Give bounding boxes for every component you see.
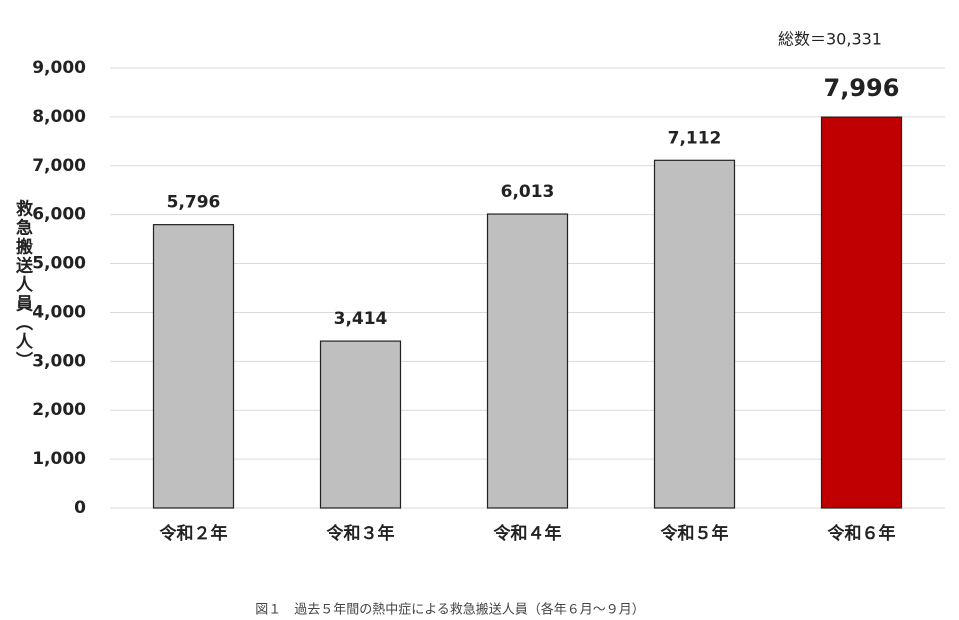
y-tick-label: 7,000 bbox=[32, 156, 86, 176]
y-tick-label: 0 bbox=[74, 498, 86, 518]
bar bbox=[820, 116, 903, 509]
value-label: 3,414 bbox=[334, 309, 388, 329]
value-label: 7,112 bbox=[668, 128, 722, 148]
y-tick-label: 2,000 bbox=[32, 400, 86, 420]
y-axis-title: 救急搬送人員（人） bbox=[12, 198, 34, 370]
value-label: 6,013 bbox=[501, 182, 555, 202]
y-tick-label: 1,000 bbox=[32, 449, 86, 469]
bar bbox=[653, 159, 736, 509]
x-tick-label: 令和２年 bbox=[160, 523, 228, 544]
x-tick-label: 令和６年 bbox=[828, 523, 896, 544]
caption: 図１ 過去５年間の熱中症による救急搬送人員（各年６月～９月） bbox=[255, 602, 645, 618]
y-tick-label: 6,000 bbox=[32, 205, 86, 225]
total-annotation: 総数＝30,331 bbox=[778, 30, 882, 49]
x-tick-label: 令和５年 bbox=[661, 523, 729, 544]
y-tick-label: 9,000 bbox=[32, 58, 86, 78]
value-label: 7,996 bbox=[824, 74, 900, 102]
y-tick-label: 4,000 bbox=[32, 302, 86, 322]
y-tick-label: 8,000 bbox=[32, 107, 86, 127]
y-tick-label: 3,000 bbox=[32, 351, 86, 371]
y-tick-label: 5,000 bbox=[32, 254, 86, 274]
bar bbox=[486, 213, 569, 509]
bar bbox=[152, 224, 235, 509]
x-tick-label: 令和４年 bbox=[494, 523, 562, 544]
value-label: 5,796 bbox=[167, 193, 221, 213]
x-tick-label: 令和３年 bbox=[327, 523, 395, 544]
bar bbox=[319, 340, 402, 509]
